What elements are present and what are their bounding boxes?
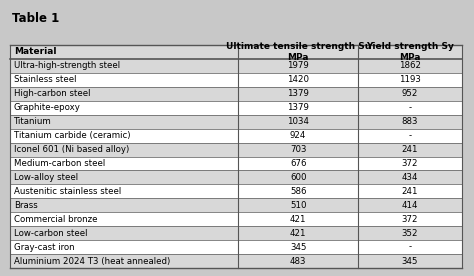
Bar bbox=[10, 143, 462, 156]
Text: -: - bbox=[409, 103, 411, 112]
Text: Brass: Brass bbox=[14, 201, 38, 210]
Text: Austenitic stainless steel: Austenitic stainless steel bbox=[14, 187, 121, 196]
Text: 703: 703 bbox=[290, 145, 306, 154]
Text: Titanium carbide (ceramic): Titanium carbide (ceramic) bbox=[14, 131, 130, 140]
Text: Graphite-epoxy: Graphite-epoxy bbox=[14, 103, 81, 112]
Text: Aluminium 2024 T3 (heat annealed): Aluminium 2024 T3 (heat annealed) bbox=[14, 256, 170, 266]
Text: 952: 952 bbox=[402, 89, 418, 98]
Text: 1420: 1420 bbox=[287, 75, 309, 84]
Text: Commercial bronze: Commercial bronze bbox=[14, 215, 98, 224]
Text: 345: 345 bbox=[402, 256, 418, 266]
Bar bbox=[10, 171, 462, 184]
Text: 421: 421 bbox=[290, 229, 306, 238]
Text: 483: 483 bbox=[290, 256, 306, 266]
Text: 676: 676 bbox=[290, 159, 306, 168]
Text: 883: 883 bbox=[402, 117, 418, 126]
Text: 600: 600 bbox=[290, 173, 306, 182]
Text: Low-alloy steel: Low-alloy steel bbox=[14, 173, 78, 182]
Text: 1034: 1034 bbox=[287, 117, 309, 126]
Text: 1979: 1979 bbox=[287, 61, 309, 70]
Text: Ultimate tensile strength Su
MPa: Ultimate tensile strength Su MPa bbox=[226, 42, 371, 62]
Text: 241: 241 bbox=[402, 187, 418, 196]
Text: Material: Material bbox=[14, 47, 56, 57]
Text: -: - bbox=[409, 131, 411, 140]
Bar bbox=[10, 115, 462, 129]
Text: 421: 421 bbox=[290, 215, 306, 224]
Bar bbox=[10, 156, 462, 171]
Text: 372: 372 bbox=[402, 159, 418, 168]
Text: Ultra-high-strength steel: Ultra-high-strength steel bbox=[14, 61, 120, 70]
Text: Iconel 601 (Ni based alloy): Iconel 601 (Ni based alloy) bbox=[14, 145, 129, 154]
Text: Low-carbon steel: Low-carbon steel bbox=[14, 229, 88, 238]
Text: 510: 510 bbox=[290, 201, 306, 210]
Text: 352: 352 bbox=[402, 229, 418, 238]
Text: 1193: 1193 bbox=[399, 75, 421, 84]
Text: -: - bbox=[409, 243, 411, 252]
Text: Medium-carbon steel: Medium-carbon steel bbox=[14, 159, 105, 168]
Text: Table 1: Table 1 bbox=[12, 12, 59, 25]
Text: 1379: 1379 bbox=[287, 89, 309, 98]
Text: Titanium: Titanium bbox=[14, 117, 52, 126]
Text: Stainless steel: Stainless steel bbox=[14, 75, 76, 84]
Text: 924: 924 bbox=[290, 131, 306, 140]
Text: High-carbon steel: High-carbon steel bbox=[14, 89, 91, 98]
Text: 1862: 1862 bbox=[399, 61, 421, 70]
Text: 414: 414 bbox=[402, 201, 418, 210]
Text: 372: 372 bbox=[402, 215, 418, 224]
Bar bbox=[10, 212, 462, 226]
Text: Yield strength Sy
MPa: Yield strength Sy MPa bbox=[366, 42, 454, 62]
Bar bbox=[10, 254, 462, 268]
Bar bbox=[10, 240, 462, 254]
Text: 434: 434 bbox=[402, 173, 418, 182]
Text: Gray-cast iron: Gray-cast iron bbox=[14, 243, 74, 252]
Text: 1379: 1379 bbox=[287, 103, 309, 112]
Bar bbox=[10, 129, 462, 143]
Bar bbox=[10, 73, 462, 87]
Text: 345: 345 bbox=[290, 243, 306, 252]
Bar bbox=[10, 226, 462, 240]
Text: 241: 241 bbox=[402, 145, 418, 154]
Bar bbox=[10, 87, 462, 101]
Bar bbox=[10, 198, 462, 212]
Bar bbox=[10, 59, 462, 73]
Bar bbox=[10, 101, 462, 115]
Bar bbox=[10, 184, 462, 198]
Bar bbox=[10, 45, 462, 59]
Text: 586: 586 bbox=[290, 187, 306, 196]
